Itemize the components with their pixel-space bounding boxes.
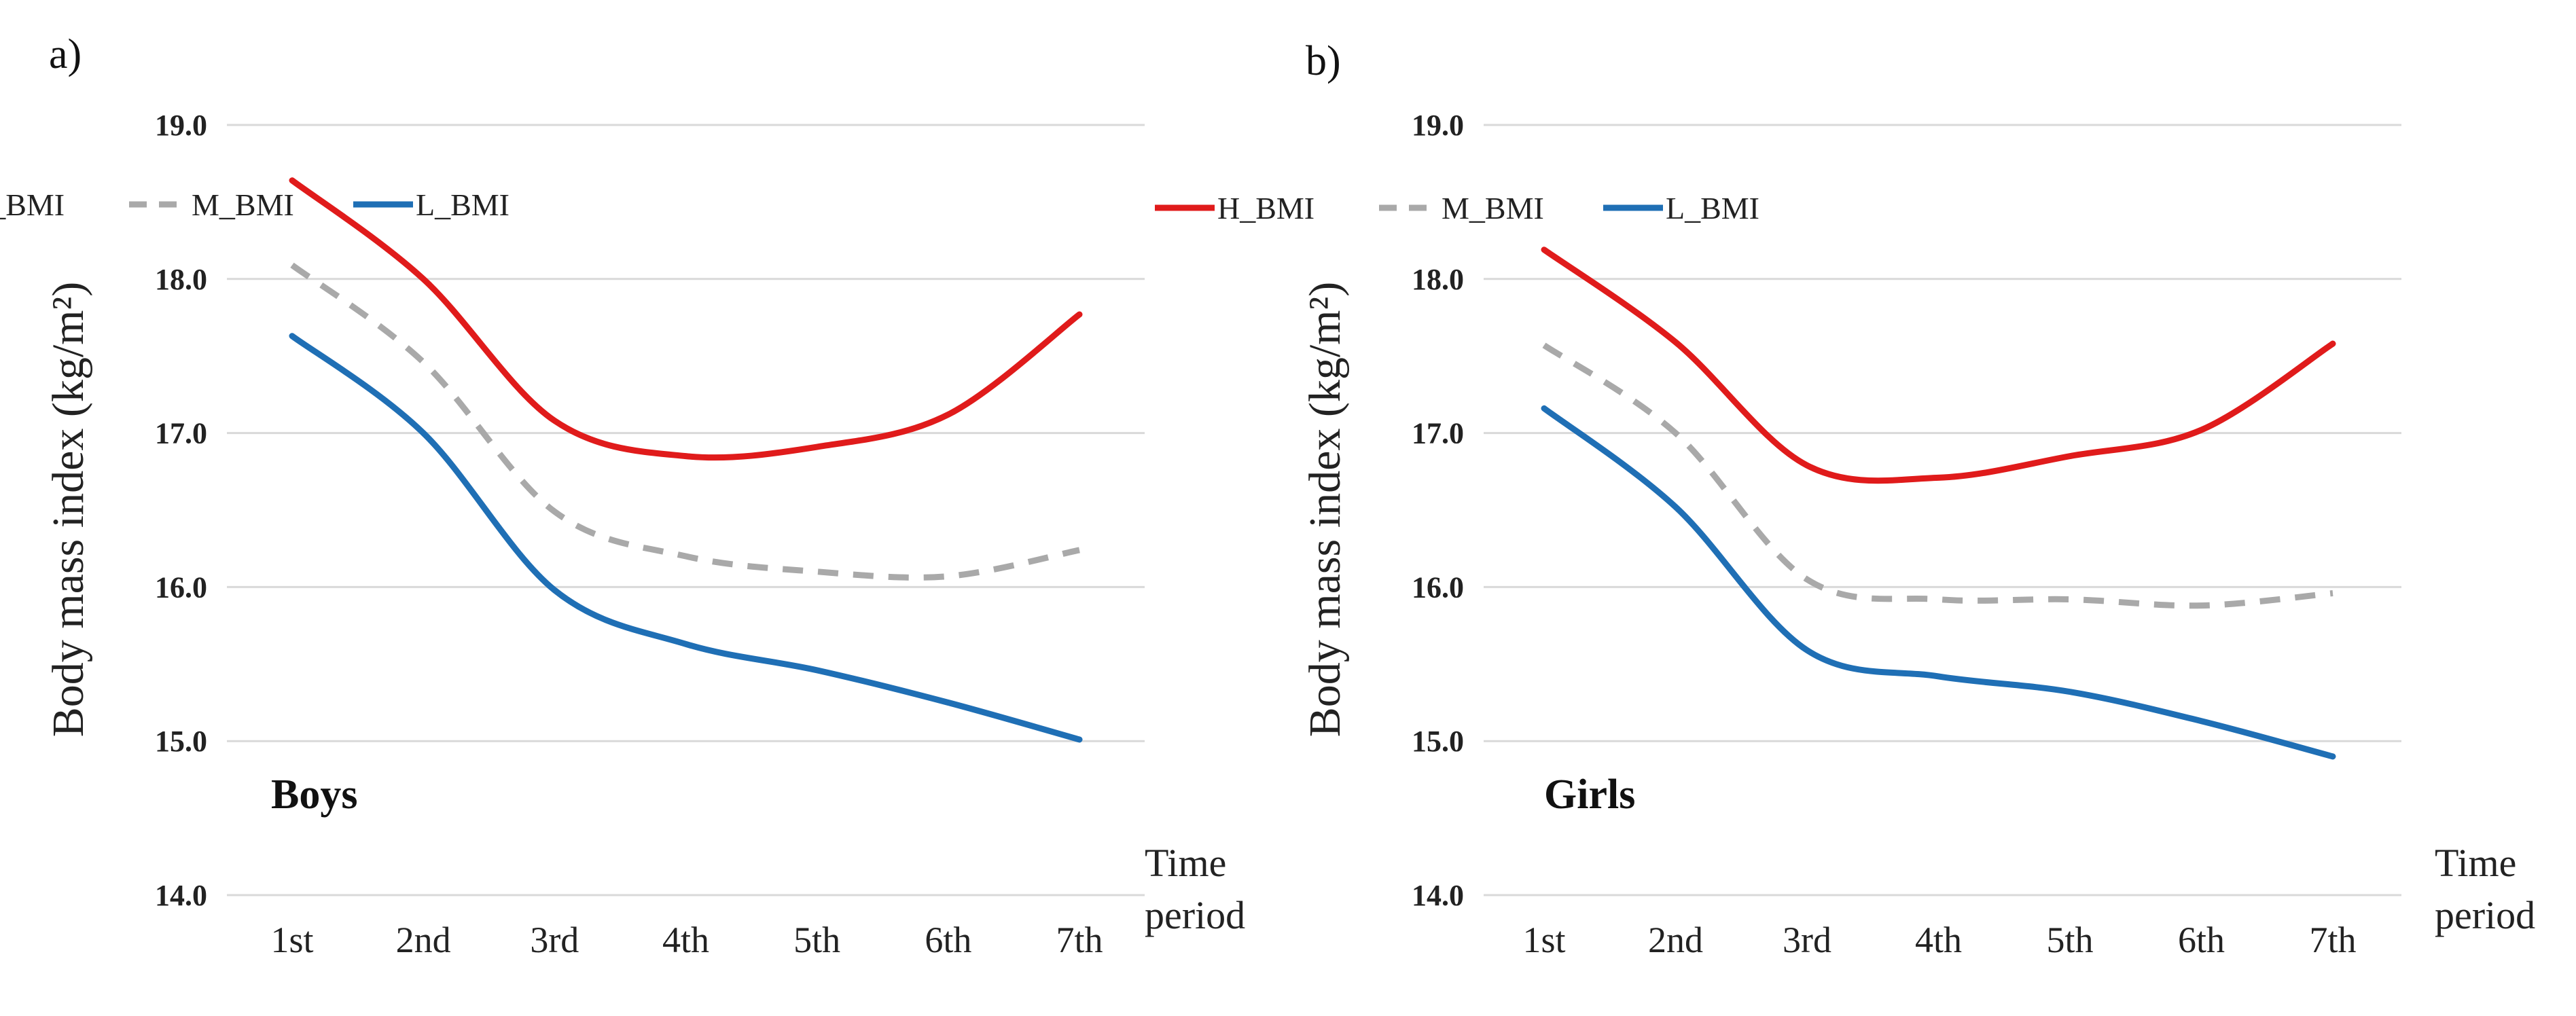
- legend-label: M_BMI: [1442, 191, 1544, 225]
- x-tick-label: 3rd: [530, 920, 579, 960]
- series-line-m-bmi: [1542, 342, 2333, 609]
- y-tick-label: 17.0: [155, 417, 207, 450]
- x-axis-title-line2: period: [1145, 893, 1245, 937]
- y-tick-label: 16.0: [1412, 570, 1464, 604]
- x-axis-title-line1: Time: [2435, 841, 2516, 885]
- y-tick-label: 19.0: [1412, 109, 1464, 142]
- y-tick-label: 16.0: [155, 570, 207, 604]
- series-line-h-bmi: [1541, 247, 2336, 484]
- x-tick-label: 5th: [2046, 920, 2093, 960]
- x-axis-title-line2: period: [2435, 893, 2535, 937]
- group-label: Girls: [1544, 772, 1635, 818]
- y-tick-label: 14.0: [155, 879, 207, 912]
- chart-panel-girls: b) 14.0 15.0 16.0 17.0 18.0 19.0 1st 2nd 3rd 4th 5t…: [1155, 38, 2535, 960]
- series-line-l-bmi: [1541, 405, 2336, 760]
- y-tick-label: 18.0: [155, 263, 207, 296]
- x-tick-label: 2nd: [396, 920, 451, 960]
- x-tick-label: 6th: [925, 920, 971, 960]
- legend-label: H_BMI: [1217, 191, 1314, 225]
- y-tick-label: 15.0: [1412, 725, 1464, 758]
- x-tick-label: 1st: [1522, 920, 1565, 960]
- y-tick-label: 17.0: [1412, 417, 1464, 450]
- group-label: Boys: [271, 772, 357, 818]
- legend-label: L_BMI: [416, 187, 509, 222]
- legend-label: L_BMI: [1666, 191, 1759, 225]
- legend-label: M_BMI: [192, 187, 294, 222]
- x-tick-label: 7th: [2309, 920, 2356, 960]
- x-tick-label: 7th: [1056, 920, 1103, 960]
- series-line-h-bmi: [289, 177, 1083, 461]
- legend: H_BMI M_BMI L_BMI: [1155, 191, 1759, 225]
- x-tick-label: 6th: [2178, 920, 2225, 960]
- panel-label: a): [49, 31, 82, 77]
- panel-label: b): [1306, 38, 1341, 84]
- x-tick-label: 3rd: [1783, 920, 1831, 960]
- y-tick-label: 18.0: [1412, 263, 1464, 296]
- y-tick-label: 14.0: [1412, 879, 1464, 912]
- y-tick-label: 15.0: [155, 725, 207, 758]
- x-tick-label: 4th: [662, 920, 709, 960]
- x-axis-title-line1: Time: [1145, 841, 1226, 885]
- x-tick-label: 4th: [1915, 920, 1962, 960]
- legend: H_BMI M_BMI L_BMI: [0, 187, 509, 222]
- chart-panel-boys: a) 14.0 15.0 16.0 17.0 18.0 19.0 1st 2nd 3rd 4th 5t…: [0, 31, 1245, 960]
- x-tick-label: 1st: [270, 920, 313, 960]
- legend-label: H_BMI: [0, 187, 65, 222]
- y-tick-label: 19.0: [155, 109, 207, 142]
- series-line-l-bmi: [289, 333, 1083, 743]
- x-tick-label: 5th: [793, 920, 840, 960]
- y-axis-title: Body mass index (kg/m²): [1300, 282, 1350, 738]
- y-axis-title: Body mass index (kg/m²): [43, 282, 93, 738]
- x-tick-label: 2nd: [1648, 920, 1703, 960]
